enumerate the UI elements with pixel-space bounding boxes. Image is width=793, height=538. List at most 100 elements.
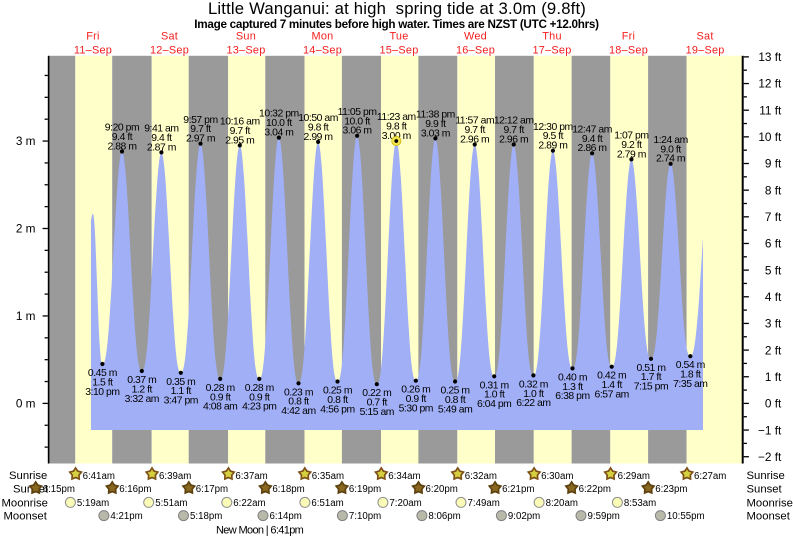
- svg-text:9.7 ft: 9.7 ft: [503, 125, 524, 136]
- svg-text:12:30 pm: 12:30 pm: [533, 122, 573, 133]
- svg-text:0.9 ft: 0.9 ft: [210, 392, 231, 403]
- svg-text:Mon: Mon: [312, 31, 334, 43]
- svg-text:11:57 am: 11:57 am: [455, 116, 494, 127]
- svg-text:6:30am: 6:30am: [541, 471, 573, 482]
- svg-text:6:20pm: 6:20pm: [426, 484, 458, 495]
- svg-text:9.7 ft: 9.7 ft: [230, 126, 251, 137]
- svg-text:Tue: Tue: [389, 31, 408, 43]
- svg-text:7 ft: 7 ft: [765, 210, 782, 224]
- svg-text:16–Sep: 16–Sep: [456, 45, 495, 57]
- svg-text:14–Sep: 14–Sep: [303, 45, 342, 57]
- svg-text:9.4 ft: 9.4 ft: [112, 132, 133, 143]
- svg-text:1.1 ft: 1.1 ft: [171, 386, 192, 397]
- svg-text:6:16pm: 6:16pm: [119, 484, 151, 495]
- svg-text:Thu: Thu: [542, 31, 562, 43]
- svg-text:0.31 m: 0.31 m: [480, 380, 509, 391]
- svg-text:7:35 am: 7:35 am: [673, 379, 707, 390]
- svg-text:9.8 ft: 9.8 ft: [386, 122, 407, 133]
- svg-text:10:32 pm: 10:32 pm: [259, 109, 299, 120]
- svg-text:0 m: 0 m: [16, 397, 36, 411]
- svg-text:9.4 ft: 9.4 ft: [151, 133, 172, 144]
- svg-text:Moonrise: Moonrise: [747, 497, 793, 509]
- svg-text:2.96 m: 2.96 m: [499, 134, 528, 145]
- svg-text:0.45 m: 0.45 m: [88, 368, 117, 379]
- svg-text:9.8 ft: 9.8 ft: [308, 122, 329, 133]
- svg-text:6:22am: 6:22am: [233, 498, 265, 509]
- svg-text:1.0 ft: 1.0 ft: [523, 389, 544, 400]
- svg-text:0 ft: 0 ft: [765, 397, 782, 411]
- svg-text:Sunset: Sunset: [747, 483, 783, 495]
- svg-text:3.03 m: 3.03 m: [421, 128, 450, 139]
- svg-text:7:49am: 7:49am: [468, 498, 500, 509]
- svg-text:9:20 pm: 9:20 pm: [105, 123, 139, 134]
- svg-text:3:32 am: 3:32 am: [125, 394, 159, 405]
- svg-text:New Moon | 6:41pm: New Moon | 6:41pm: [216, 525, 304, 537]
- svg-text:0.7 ft: 0.7 ft: [367, 398, 388, 409]
- svg-text:2.86 m: 2.86 m: [578, 143, 607, 154]
- svg-text:11:05 pm: 11:05 pm: [338, 107, 377, 118]
- svg-text:11 ft: 11 ft: [759, 103, 782, 117]
- svg-text:2.97 m: 2.97 m: [186, 134, 215, 145]
- svg-text:6:35am: 6:35am: [312, 471, 344, 482]
- svg-text:5:30 pm: 5:30 pm: [399, 404, 433, 415]
- svg-text:6:39am: 6:39am: [159, 471, 191, 482]
- svg-text:0.37 m: 0.37 m: [127, 375, 156, 386]
- svg-text:6:18pm: 6:18pm: [272, 484, 304, 495]
- svg-text:10:55pm: 10:55pm: [667, 511, 705, 522]
- svg-text:6:17pm: 6:17pm: [196, 484, 228, 495]
- svg-text:2.95 m: 2.95 m: [225, 135, 254, 146]
- svg-text:2.99 m: 2.99 m: [304, 132, 333, 143]
- svg-text:2.79 m: 2.79 m: [617, 149, 646, 160]
- svg-text:9.7 ft: 9.7 ft: [464, 125, 485, 136]
- svg-text:0.23 m: 0.23 m: [284, 387, 313, 398]
- svg-text:Sat: Sat: [697, 31, 714, 43]
- svg-text:9:57 pm: 9:57 pm: [183, 115, 217, 126]
- svg-text:0.40 m: 0.40 m: [558, 372, 587, 383]
- svg-text:0.51 m: 0.51 m: [636, 363, 665, 374]
- svg-text:11–Sep: 11–Sep: [74, 45, 112, 57]
- svg-text:13 ft: 13 ft: [758, 50, 782, 64]
- svg-text:0.32 m: 0.32 m: [519, 379, 548, 390]
- svg-text:1.4 ft: 1.4 ft: [601, 380, 622, 391]
- svg-text:0.25 m: 0.25 m: [441, 386, 470, 397]
- svg-text:Little Wanganui: at high spri: Little Wanganui: at high spring tide at …: [208, 0, 586, 18]
- svg-text:4:08 am: 4:08 am: [203, 402, 237, 413]
- svg-text:12–Sep: 12–Sep: [150, 45, 189, 57]
- svg-text:11:38 pm: 11:38 pm: [416, 110, 455, 121]
- svg-text:1.7 ft: 1.7 ft: [641, 372, 662, 383]
- svg-text:5:19am: 5:19am: [77, 498, 109, 509]
- svg-text:6:15pm: 6:15pm: [43, 484, 75, 495]
- svg-text:9.2 ft: 9.2 ft: [621, 140, 642, 151]
- svg-text:12:12 am: 12:12 am: [494, 116, 534, 127]
- svg-text:3:10 pm: 3:10 pm: [85, 387, 119, 398]
- svg-text:2.89 m: 2.89 m: [538, 141, 567, 152]
- svg-text:Moonrise: Moonrise: [2, 497, 48, 509]
- svg-text:1.2 ft: 1.2 ft: [132, 384, 153, 395]
- svg-text:2.74 m: 2.74 m: [656, 154, 685, 165]
- svg-text:6:19pm: 6:19pm: [349, 484, 381, 495]
- svg-text:12:47 am: 12:47 am: [572, 124, 612, 135]
- svg-text:−2 ft: −2 ft: [758, 450, 782, 464]
- svg-text:3 m: 3 m: [16, 134, 36, 148]
- svg-text:3:47 pm: 3:47 pm: [164, 396, 198, 407]
- svg-text:7:15 pm: 7:15 pm: [634, 382, 668, 393]
- svg-text:0.35 m: 0.35 m: [166, 377, 195, 388]
- svg-text:0.26 m: 0.26 m: [401, 385, 430, 396]
- svg-text:6:34am: 6:34am: [388, 471, 420, 482]
- svg-text:1 m: 1 m: [16, 309, 36, 323]
- svg-text:Sunrise: Sunrise: [747, 470, 785, 482]
- svg-text:0.8 ft: 0.8 ft: [327, 395, 348, 406]
- svg-text:9.4 ft: 9.4 ft: [582, 134, 603, 145]
- svg-text:4:23 pm: 4:23 pm: [242, 402, 276, 413]
- svg-text:1:07 pm: 1:07 pm: [614, 131, 648, 142]
- svg-text:6:41am: 6:41am: [83, 471, 115, 482]
- svg-text:0.8 ft: 0.8 ft: [445, 395, 466, 406]
- svg-text:1 ft: 1 ft: [765, 370, 782, 384]
- svg-text:0.25 m: 0.25 m: [323, 386, 352, 397]
- svg-text:8 ft: 8 ft: [765, 183, 782, 197]
- svg-text:10.0 ft: 10.0 ft: [344, 116, 370, 127]
- svg-text:2 m: 2 m: [16, 222, 36, 236]
- svg-text:6:29am: 6:29am: [618, 471, 650, 482]
- svg-text:10:50 am: 10:50 am: [298, 113, 338, 124]
- svg-text:9:02pm: 9:02pm: [508, 511, 540, 522]
